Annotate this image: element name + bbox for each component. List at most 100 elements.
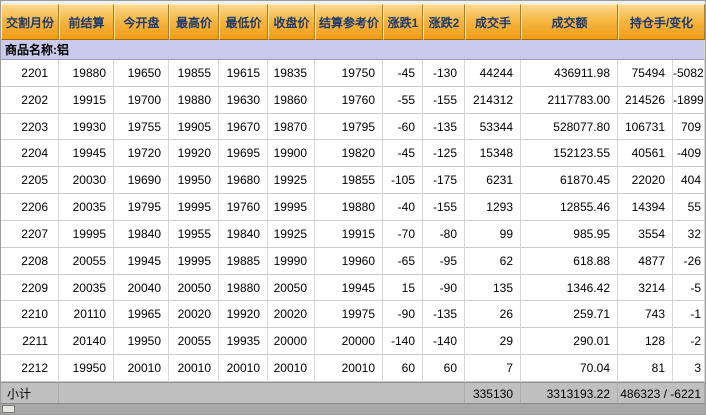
col-header-change2[interactable]: 涨跌2	[423, 4, 465, 40]
cell-close: 19990	[268, 247, 315, 275]
cell-volume: 6231	[465, 167, 521, 195]
cell-close: 19925	[268, 220, 315, 248]
subtotal-label: 小计	[1, 382, 59, 404]
cell-turnover: 12855.46	[521, 194, 618, 221]
cell-close: 20020	[268, 301, 315, 329]
cell-high: 19855	[169, 60, 219, 87]
table-row: 2202 19915 19700 19880 19630 19860 19760 -55 -15…	[1, 86, 705, 114]
cell-close: 20000	[268, 328, 315, 356]
cell-change1: -140	[383, 328, 423, 356]
cell-open-interest: 128	[618, 328, 673, 356]
cell-settle-ref: 19880	[315, 194, 383, 221]
cell-change2: -155	[423, 86, 465, 114]
cell-month: 2202	[1, 86, 59, 114]
cell-low: 19760	[219, 194, 268, 221]
cell-low: 19880	[219, 274, 268, 302]
col-header-change1[interactable]: 涨跌1	[383, 4, 423, 40]
table-body: 商品名称:铝 2201 19880 19650 19855 19615 19835 1975…	[1, 40, 705, 382]
table-row: 2203 19930 19755 19905 19670 19870 19795 -60 -13…	[1, 113, 705, 141]
cell-open: 20040	[114, 274, 169, 302]
cell-volume: 29	[465, 328, 521, 356]
cell-turnover: 618.88	[521, 247, 618, 275]
col-header-open[interactable]: 今开盘	[114, 4, 169, 40]
cell-turnover: 2117783.00	[521, 86, 618, 114]
horizontal-scrollbar[interactable]	[1, 403, 705, 414]
cell-settle-ref: 19820	[315, 140, 383, 168]
cell-close: 19995	[268, 194, 315, 221]
cell-change1: -45	[383, 140, 423, 168]
table-row: 2211 20140 19950 20055 19935 20000 20000 -140 -1…	[1, 328, 705, 356]
cell-month: 2207	[1, 220, 59, 248]
cell-settle-ref: 19960	[315, 247, 383, 275]
cell-change1: -45	[383, 60, 423, 87]
cell-oi-change: -5082	[673, 60, 705, 87]
cell-settle-ref: 20010	[315, 355, 383, 382]
commodity-group-row: 商品名称:铝	[1, 40, 705, 60]
cell-prev-settle: 20035	[59, 274, 114, 302]
cell-high: 19995	[169, 194, 219, 221]
cell-close: 19925	[268, 167, 315, 195]
col-header-turnover[interactable]: 成交额	[521, 4, 618, 40]
header-row: 交割月份 前结算 今开盘 最高价 最低价 收盘价 结算参考价 涨跌1 涨跌2 成…	[1, 4, 705, 40]
cell-month: 2201	[1, 60, 59, 87]
cell-high: 20010	[169, 355, 219, 382]
cell-change2: -135	[423, 301, 465, 329]
cell-turnover: 290.01	[521, 328, 618, 356]
cell-oi-change: 3	[673, 355, 705, 382]
cell-volume: 26	[465, 301, 521, 329]
cell-settle-ref: 19855	[315, 167, 383, 195]
col-header-settle-ref[interactable]: 结算参考价	[315, 4, 383, 40]
table-row: 2204 19945 19720 19920 19695 19900 19820 -45 -12…	[1, 140, 705, 168]
subtotal-row: 小计 335130 3313193.22 486323 / -6221	[1, 382, 705, 404]
col-header-open-interest-change[interactable]: 持仓手/变化	[618, 4, 705, 40]
cell-month: 2209	[1, 274, 59, 302]
subtotal-turnover: 3313193.22	[521, 382, 618, 404]
col-header-high[interactable]: 最高价	[169, 4, 219, 40]
cell-oi-change: -2	[673, 328, 705, 356]
cell-open: 19795	[114, 194, 169, 221]
col-header-prev-settle[interactable]: 前结算	[59, 4, 114, 40]
cell-change2: -155	[423, 194, 465, 221]
cell-month: 2205	[1, 167, 59, 195]
scrollbar-thumb[interactable]	[2, 405, 15, 413]
cell-month: 2203	[1, 113, 59, 141]
table-row: 2208 20055 19945 19995 19885 19990 19960 -65 -95…	[1, 247, 705, 275]
cell-open: 19700	[114, 86, 169, 114]
cell-month: 2206	[1, 194, 59, 221]
cell-low: 19680	[219, 167, 268, 195]
cell-turnover: 61870.45	[521, 167, 618, 195]
cell-prev-settle: 19995	[59, 220, 114, 248]
cell-low: 20010	[219, 355, 268, 382]
cell-prev-settle: 19945	[59, 140, 114, 168]
cell-close: 19900	[268, 140, 315, 168]
cell-open-interest: 75494	[618, 60, 673, 87]
cell-low: 19670	[219, 113, 268, 141]
cell-change2: -80	[423, 220, 465, 248]
cell-change1: -60	[383, 113, 423, 141]
cell-prev-settle: 19950	[59, 355, 114, 382]
cell-high: 19880	[169, 86, 219, 114]
cell-open: 19965	[114, 301, 169, 329]
cell-high: 19995	[169, 247, 219, 275]
cell-close: 19870	[268, 113, 315, 141]
col-header-close[interactable]: 收盘价	[268, 4, 315, 40]
cell-prev-settle: 19915	[59, 86, 114, 114]
cell-close: 19835	[268, 60, 315, 87]
cell-change2: -175	[423, 167, 465, 195]
quotes-table: 交割月份 前结算 今开盘 最高价 最低价 收盘价 结算参考价 涨跌1 涨跌2 成…	[1, 4, 705, 404]
col-header-delivery-month[interactable]: 交割月份	[1, 4, 59, 40]
cell-change2: -125	[423, 140, 465, 168]
cell-settle-ref: 19750	[315, 60, 383, 87]
cell-low: 19840	[219, 220, 268, 248]
col-header-low[interactable]: 最低价	[219, 4, 268, 40]
cell-volume: 44244	[465, 60, 521, 87]
cell-low: 19920	[219, 301, 268, 329]
cell-high: 20050	[169, 274, 219, 302]
cell-prev-settle: 20035	[59, 194, 114, 221]
cell-month: 2211	[1, 328, 59, 356]
cell-oi-change: 709	[673, 113, 705, 141]
table-row: 2201 19880 19650 19855 19615 19835 19750 -45 -13…	[1, 60, 705, 87]
cell-close: 19860	[268, 86, 315, 114]
col-header-volume[interactable]: 成交手	[465, 4, 521, 40]
cell-high: 20055	[169, 328, 219, 356]
